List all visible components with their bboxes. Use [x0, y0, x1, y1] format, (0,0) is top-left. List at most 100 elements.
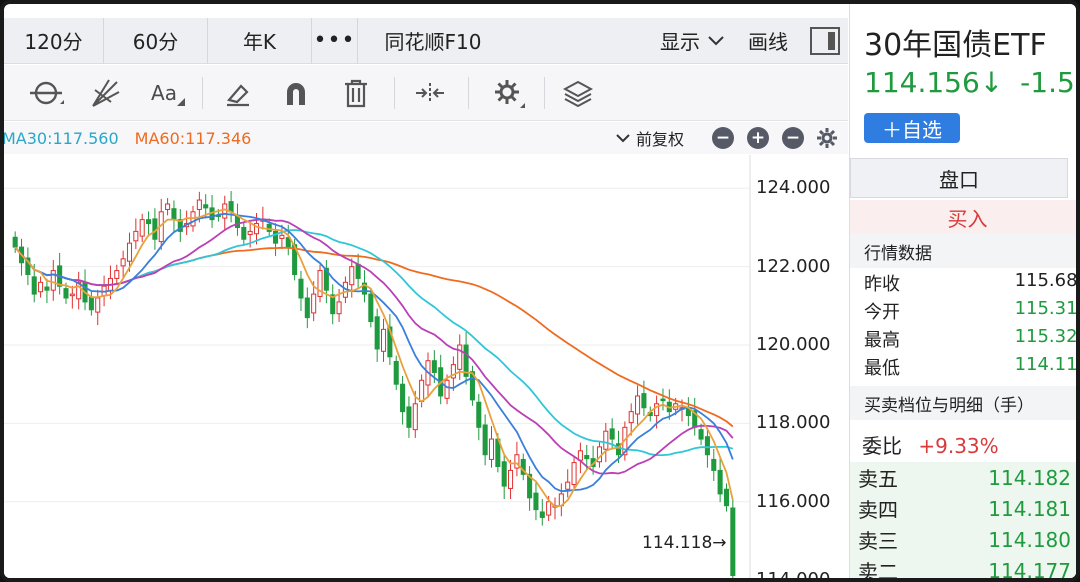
ask-level: 卖五 [858, 467, 898, 491]
price-row: 114.156↓ -1.526 [864, 66, 1076, 99]
split-icon[interactable] [410, 73, 450, 113]
market-data-heading: 行情数据 [850, 234, 1076, 268]
tab-60min[interactable]: 60分 [104, 17, 208, 64]
candle-body [584, 455, 590, 460]
candle-body [463, 344, 469, 377]
candle-body [501, 461, 507, 487]
tab-year-k[interactable]: 年K [208, 17, 312, 64]
ask-row[interactable]: 卖四 114.181 [850, 493, 1076, 524]
candle [476, 394, 482, 441]
candle-body [704, 436, 710, 456]
candle [317, 264, 323, 303]
last-price: 114.156↓ [864, 66, 1004, 99]
candle [380, 318, 387, 362]
toolbar-divider [544, 77, 545, 109]
quote-value: 115.311 [1014, 298, 1078, 319]
candle-body [44, 286, 50, 291]
candle [469, 365, 475, 406]
cycle-icon[interactable] [24, 73, 68, 113]
candle-body [717, 469, 723, 495]
candle-body [349, 266, 355, 286]
candle-body [63, 288, 69, 299]
candle [393, 355, 399, 391]
layers-icon[interactable] [558, 73, 598, 113]
candle [38, 276, 44, 298]
candle-body [514, 454, 520, 469]
delete-icon[interactable] [336, 73, 376, 113]
quote-key: 最高 [864, 330, 900, 351]
candle-body [69, 293, 75, 297]
fuquan-dropdown[interactable]: 前复权 [616, 122, 684, 154]
candle-body [120, 258, 126, 267]
minus-circle-icon[interactable]: − [712, 127, 734, 149]
candle [527, 466, 533, 511]
candle [539, 499, 545, 526]
candle-body [228, 201, 234, 213]
quote-key: 昨收 [864, 274, 900, 295]
kline-chart[interactable]: 124.000 122.000 120.000 118.000 116.000 114.0… [4, 155, 848, 578]
settings-icon[interactable] [816, 127, 838, 149]
candle [450, 356, 456, 391]
magnet-icon[interactable] [276, 73, 316, 113]
candle-body [88, 296, 94, 311]
candle-body [533, 492, 539, 511]
text-tool-icon[interactable]: Aa [144, 73, 192, 113]
candle-body [527, 473, 533, 499]
eraser-icon[interactable] [218, 73, 258, 113]
candle [177, 209, 183, 242]
security-title: 30年国债ETF [864, 28, 1047, 63]
minus-circle-icon[interactable]: − [782, 127, 804, 149]
candle [25, 247, 31, 286]
candle [387, 314, 393, 366]
candle [400, 375, 406, 425]
kline-svg [4, 155, 751, 578]
candle [520, 453, 526, 481]
candle-body [323, 267, 329, 291]
drawing-toolbar: Aa [4, 65, 848, 121]
candle-body [253, 223, 260, 235]
panel-toggle-icon[interactable] [810, 26, 840, 55]
weibi-row: 委比 +9.33% [862, 430, 999, 459]
candle-body [31, 276, 37, 295]
gear-icon[interactable] [486, 73, 530, 113]
tab-120min[interactable]: 120分 [4, 17, 104, 64]
last-price-label: 114.118→ [642, 533, 727, 553]
candle-body [476, 401, 482, 428]
ask-level: 卖二 [858, 560, 898, 582]
candle [361, 270, 368, 303]
buy-button[interactable]: 买入 [850, 200, 1076, 234]
add-watchlist-button[interactable]: ＋自选 [864, 113, 960, 143]
candle [120, 250, 126, 279]
candle [228, 191, 234, 223]
candle-body [139, 219, 145, 237]
candle-body [234, 216, 240, 228]
more-periods-button[interactable]: ••• [312, 17, 358, 64]
plus-circle-icon[interactable]: + [747, 127, 769, 149]
candle-body [380, 328, 387, 352]
candle-body [114, 270, 120, 279]
candle-body [571, 462, 577, 486]
candle [444, 374, 450, 405]
tab-f10[interactable]: 同花顺F10 [384, 30, 482, 54]
candle-body [25, 257, 31, 276]
ask-row[interactable]: 卖二 114.177 [850, 555, 1076, 582]
display-menu-button[interactable]: 显示 [660, 26, 724, 55]
candle [355, 253, 361, 290]
candle-body [50, 270, 56, 291]
tab-pankou[interactable]: 盘口 [850, 158, 1068, 198]
candle [571, 456, 577, 491]
candle [50, 260, 56, 301]
ask-row[interactable]: 卖三 114.180 [850, 524, 1076, 555]
fibonacci-fan-icon[interactable] [84, 73, 128, 113]
ma5-line [14, 208, 734, 508]
ma30-label: MA30:117.560 [2, 128, 119, 148]
quote-sidebar: 30年国债ETF 114.156↓ -1.526 ＋自选 盘口 买入 行情数据 … [849, 4, 1078, 582]
candle [57, 252, 63, 295]
price-tick-label: 116.000 [756, 490, 831, 512]
draw-line-button[interactable]: 画线 [748, 30, 788, 54]
candle [146, 211, 152, 237]
candle [723, 483, 730, 512]
ask-row[interactable]: 卖五 114.182 [850, 462, 1076, 493]
candle-body [126, 242, 133, 262]
